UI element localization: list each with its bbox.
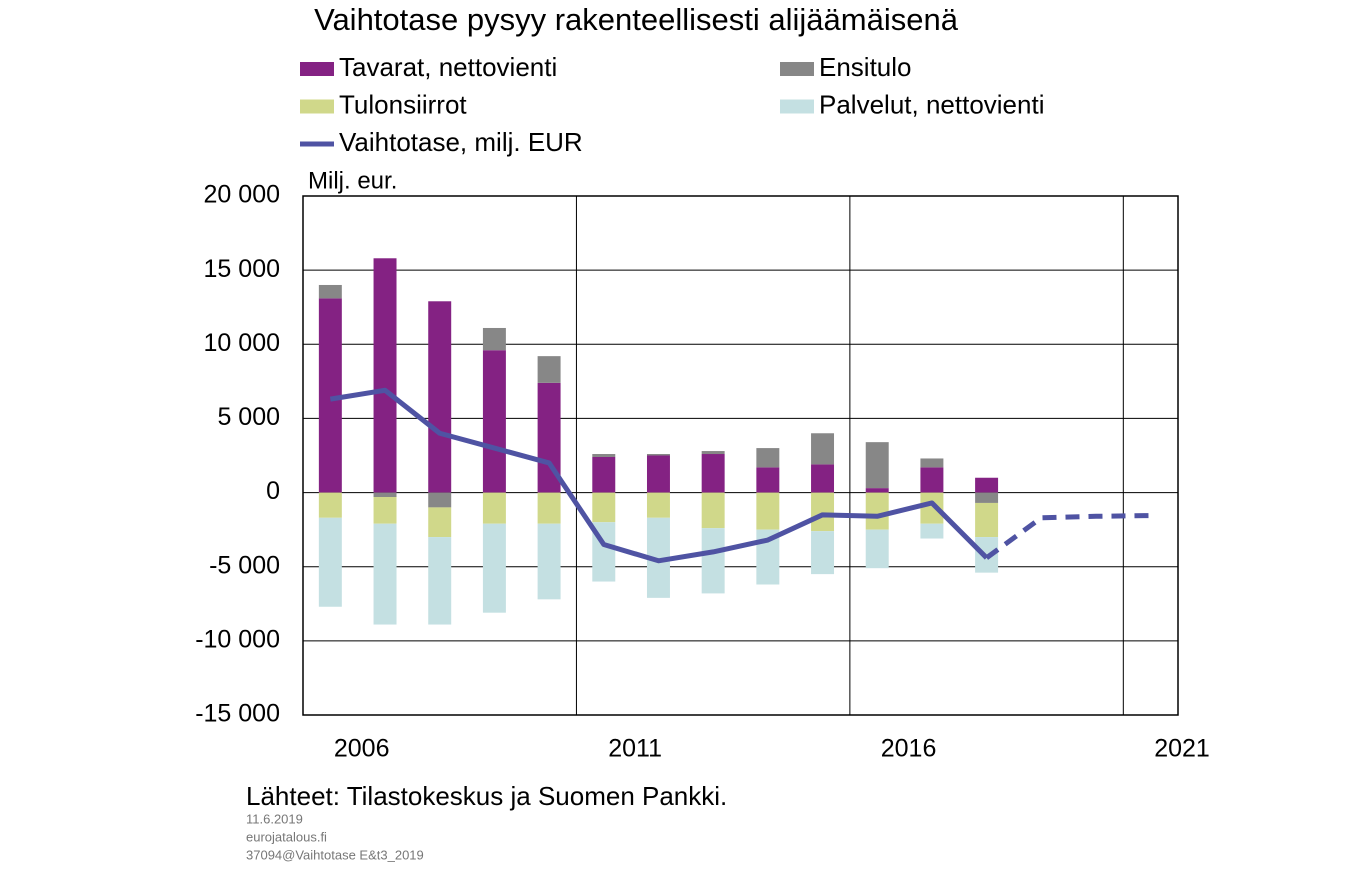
y-tick-label: 10 000	[204, 329, 280, 357]
legend-label: Ensitulo	[819, 52, 912, 82]
bar	[482, 350, 506, 493]
legend-swatch	[780, 62, 814, 76]
bar	[646, 454, 670, 456]
bar	[537, 356, 561, 383]
line	[329, 387, 989, 564]
y-tick-label: 15 000	[204, 255, 280, 283]
legend-label: Vaihtotase, milj. EUR	[339, 127, 583, 157]
bar	[482, 523, 506, 613]
y-tick-label: -10 000	[195, 625, 280, 653]
bar	[646, 455, 670, 493]
bar	[811, 433, 835, 465]
y-tick-label: 0	[266, 477, 280, 505]
bar	[537, 492, 561, 524]
bar	[592, 492, 616, 523]
bar	[865, 529, 889, 569]
bar	[318, 298, 342, 493]
source: Lähteet: Tilastokeskus ja Suomen Pankki.	[246, 781, 727, 811]
legend-label: Palvelut, nettovienti	[819, 89, 1044, 119]
bar	[920, 458, 944, 468]
x-tick-label: 2006	[334, 735, 390, 763]
bar	[318, 492, 342, 518]
bar	[373, 497, 397, 524]
bar	[865, 488, 889, 493]
bar	[811, 531, 835, 575]
bar	[701, 528, 725, 594]
legend-label: Tavarat, nettovienti	[339, 52, 557, 82]
bar	[373, 492, 397, 498]
bar	[592, 454, 616, 457]
bar	[482, 327, 506, 351]
bar	[428, 507, 452, 538]
y-axis-label: Milj. eur.	[308, 167, 397, 194]
x-tick-label: 2016	[881, 735, 937, 763]
legend-swatch	[300, 99, 334, 114]
bar	[756, 492, 780, 530]
bar	[920, 492, 944, 524]
bar	[537, 382, 561, 493]
footnote: eurojatalous.fi	[246, 829, 327, 844]
bar	[537, 523, 561, 600]
legend-swatch	[300, 62, 334, 76]
bar	[373, 523, 397, 625]
bar	[811, 464, 835, 493]
bar	[646, 517, 670, 598]
x-tick-label: 2011	[608, 735, 662, 763]
footnote: 11.6.2019	[246, 811, 303, 826]
bar	[701, 454, 725, 493]
bar	[811, 492, 835, 532]
bar	[701, 492, 725, 529]
line-forecast	[985, 513, 1151, 560]
bar	[646, 492, 670, 518]
bar	[865, 492, 889, 530]
y-tick-label: 20 000	[204, 181, 280, 209]
x-tick-label: 2021	[1154, 735, 1210, 763]
bar	[920, 467, 944, 493]
legend-swatch	[780, 99, 814, 114]
bar	[318, 517, 342, 607]
legend-label: Tulonsiirrot	[339, 89, 467, 119]
plot-border	[302, 195, 1179, 716]
bar	[428, 537, 452, 625]
bar	[975, 477, 999, 493]
bar	[592, 456, 616, 493]
bar	[701, 451, 725, 455]
bar	[428, 492, 452, 508]
bar	[975, 502, 999, 538]
bar	[318, 284, 342, 299]
footnote: 37094@Vaihtotase E&t3_2019	[246, 847, 424, 862]
bar	[373, 258, 397, 493]
bar	[975, 492, 999, 503]
chart-title: Vaihtotase pysyy rakenteellisesti alijää…	[314, 2, 959, 37]
y-tick-label: 5 000	[217, 403, 280, 431]
bar	[865, 442, 889, 489]
bar	[756, 448, 780, 468]
bar	[428, 301, 452, 493]
y-tick-label: -15 000	[195, 700, 280, 728]
bar	[756, 467, 780, 493]
bar	[920, 523, 944, 539]
y-tick-label: -5 000	[209, 551, 280, 579]
bar	[482, 492, 506, 524]
